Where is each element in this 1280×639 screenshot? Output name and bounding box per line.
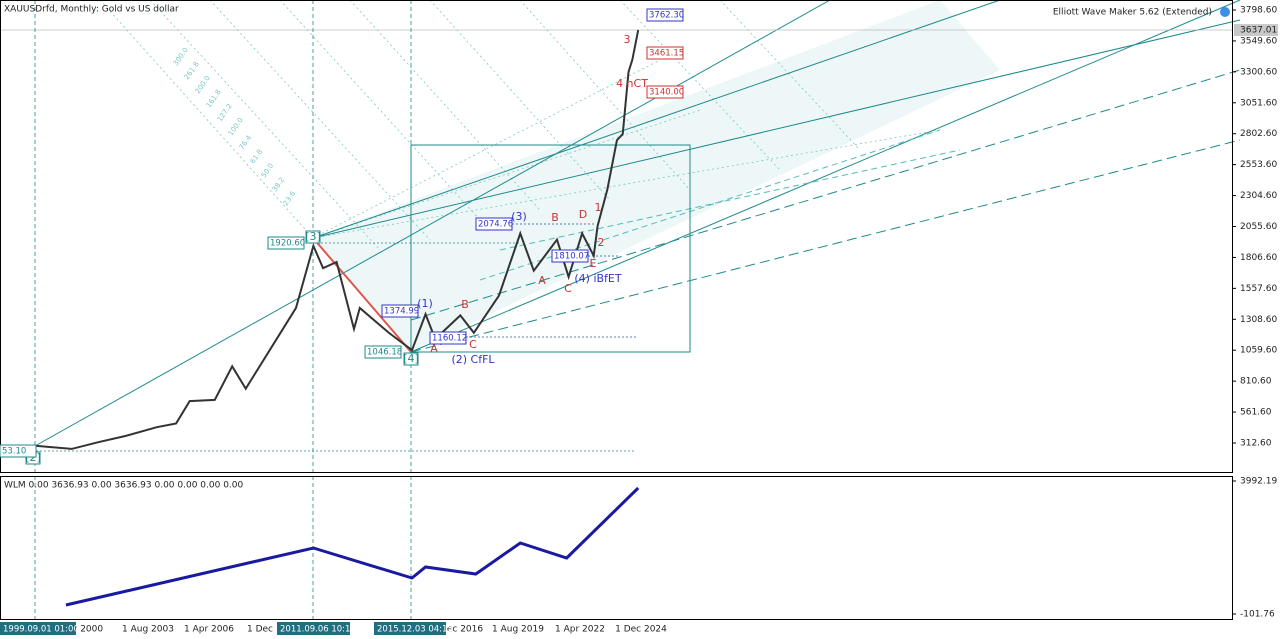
wave-label: 1 <box>595 201 602 214</box>
logo-icon <box>1220 7 1230 17</box>
x-tick-label: 1 Apr 2022 <box>555 625 605 635</box>
wave-label: (4) iBfET <box>574 272 622 285</box>
crosshair-time: 2011.09.06 10:15 <box>280 625 356 635</box>
channel-lines <box>34 0 1241 447</box>
price-tag-box <box>429 331 467 345</box>
current-price-label: 3637.01 <box>1240 26 1277 36</box>
wave-label: D <box>579 208 587 221</box>
wave-label: A <box>430 342 438 355</box>
wave-label: A <box>538 274 546 287</box>
wave-line <box>312 237 412 353</box>
crosshair-time: 1999.09.01 01:00 <box>3 625 79 635</box>
price-tag-box <box>0 444 37 458</box>
chart-header: XAUUSDrfd, Monthly: Gold vs US dollar <box>4 5 179 15</box>
y-tick-label: 1557.60 <box>1240 284 1277 294</box>
wave-label: C <box>469 338 477 351</box>
level-lines <box>0 29 1232 452</box>
y-tick-label: 1059.60 <box>1240 346 1277 356</box>
price-tag-box <box>646 46 684 60</box>
crosshair-time-box <box>277 622 350 635</box>
crosshair-time-box <box>0 622 76 635</box>
y-tick-label: 1308.60 <box>1240 315 1277 325</box>
wave-label: B <box>461 298 469 311</box>
indicator-header: WLM 0.00 3636.93 0.00 3636.93 0.00 0.00 … <box>4 481 244 491</box>
wave-box <box>403 352 419 366</box>
pane-frames <box>0 0 1233 620</box>
x-tick-label: 1 Aug 2003 <box>122 625 174 635</box>
y-tick-label: 2055.60 <box>1240 222 1277 232</box>
price-tag: 3762.30 <box>649 11 684 21</box>
x-tick-label: 1 Dec 2024 <box>615 625 667 635</box>
x-tick-label: ec 2016 <box>447 625 484 635</box>
wave-label: E <box>590 257 597 270</box>
price-tag: 1810.07 <box>554 252 589 262</box>
y-tick-label: 3300.60 <box>1240 67 1277 77</box>
price-tag: 3461.15 <box>649 49 684 59</box>
y-tick-label: 1806.60 <box>1240 253 1277 263</box>
current-price-box <box>1234 24 1278 37</box>
y-tick-label: 561.60 <box>1240 408 1272 418</box>
wave-label: 2 <box>598 236 605 249</box>
wave-label: 4 nCT <box>616 77 648 90</box>
y-tick-label: 3549.60 <box>1240 36 1277 46</box>
y-tick-label: 3798.60 <box>1240 6 1277 16</box>
y-tick-label: 2553.60 <box>1240 160 1277 170</box>
price-tag-box <box>551 249 589 263</box>
y-tick-label: 2304.60 <box>1240 191 1277 201</box>
crosshair-time-box <box>374 622 446 635</box>
price-line <box>34 29 640 450</box>
wlm-line <box>65 486 640 607</box>
wave-label: [3] <box>305 230 321 243</box>
channel-fill <box>313 0 1000 352</box>
x-tick-label: 1 Aug 2019 <box>492 625 544 635</box>
price-tag-box <box>381 304 419 318</box>
wave-label: [4] <box>403 352 419 365</box>
wave-label: 3 <box>624 33 631 46</box>
crosshair-time: 2015.12.03 04:15 <box>377 625 453 635</box>
y-tick-label: 3051.60 <box>1240 98 1277 108</box>
wave-label: (2) CfFL <box>451 353 495 366</box>
y-tick-label: 810.60 <box>1240 377 1272 387</box>
wave-label: (1) <box>417 297 433 310</box>
y-tick-label: 312.60 <box>1240 439 1272 449</box>
price-tag: 2074.76 <box>478 220 513 230</box>
x-tick-label: ec 2000 <box>67 625 104 635</box>
price-tag: 1374.99 <box>384 307 419 317</box>
fib-lines <box>99 0 941 251</box>
wave-label: C <box>564 282 572 295</box>
wave-label: (3) <box>511 210 527 223</box>
wave-label: B <box>551 211 559 224</box>
price-tag: 53.10 <box>2 447 26 457</box>
y-tick-label: -101.76 <box>1240 610 1275 620</box>
price-tag: 3140.00 <box>649 88 684 98</box>
price-tag: 1046.18 <box>367 348 402 358</box>
wave-box <box>305 230 321 244</box>
price-tag-box <box>646 8 684 22</box>
price-tag-box <box>475 217 513 231</box>
price-tag-box <box>646 85 684 99</box>
price-tag-box <box>267 236 305 250</box>
x-tick-label: 1 Dec <box>247 625 273 635</box>
y-tick-label: 2802.60 <box>1240 129 1277 139</box>
price-tag: 1920.60 <box>270 239 305 249</box>
x-tick-label: 1 Apr 2006 <box>184 625 234 635</box>
price-tag: 1160.12 <box>432 334 467 344</box>
price-tag-box <box>364 345 402 359</box>
indicator-title: Elliott Wave Maker 5.62 (Extended) <box>1053 8 1212 18</box>
y-tick-label: 3992.19 <box>1240 477 1277 487</box>
